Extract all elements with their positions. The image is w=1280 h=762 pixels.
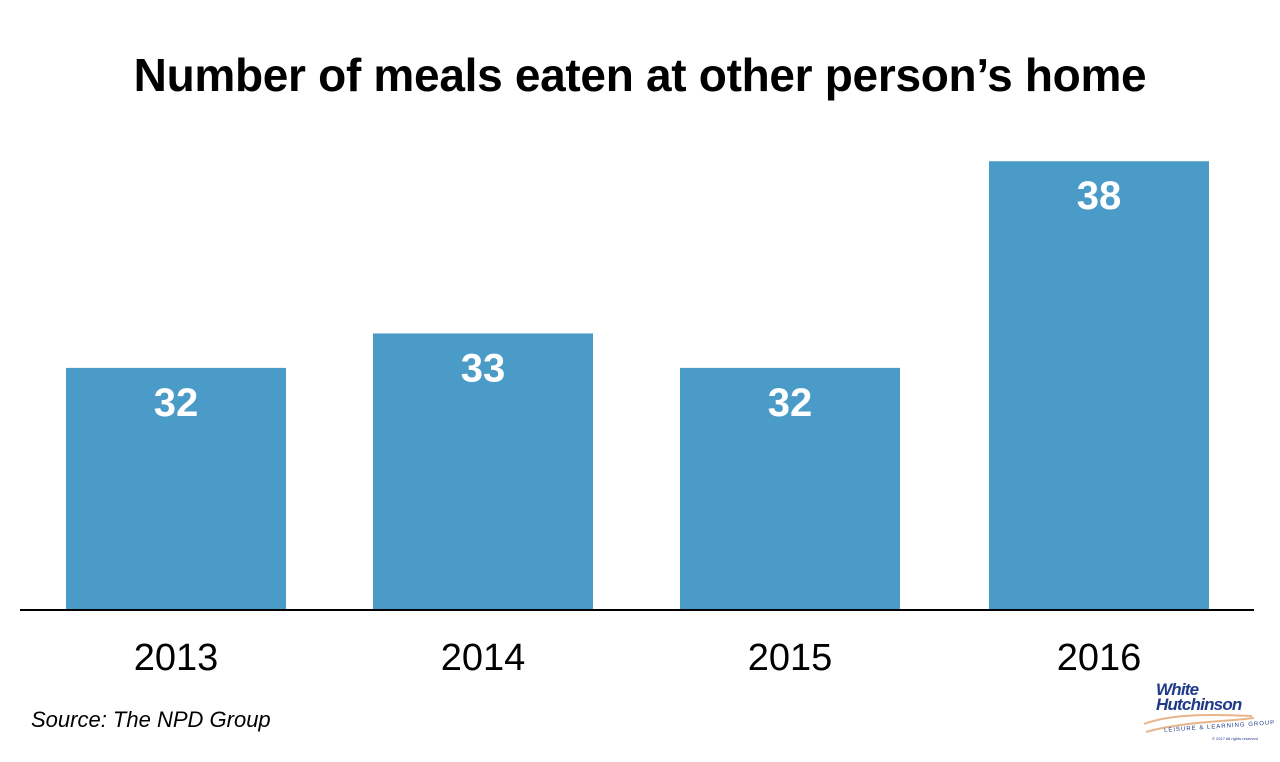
source-note: Source: The NPD Group [31, 707, 271, 732]
white-hutchinson-logo: White Hutchinson LEISURE & LEARNING GROU… [1140, 680, 1275, 741]
x-tick-label-2015: 2015 [748, 637, 833, 679]
data-labels-group: 32 33 32 38 [154, 174, 1122, 425]
x-tick-labels-group: 2013 2014 2015 2016 [134, 637, 1142, 679]
logo-line1: White [1156, 680, 1199, 699]
data-label-2016: 38 [1077, 174, 1122, 218]
logo-copyright: © 2017 All rights reserved [1212, 736, 1258, 741]
bars-group [66, 161, 1209, 609]
bar-chart: 32 33 32 38 2013 2014 2015 2016 [20, 161, 1254, 679]
bar-2015 [680, 367, 900, 609]
x-tick-label-2016: 2016 [1057, 637, 1142, 679]
bar-2016 [989, 161, 1209, 609]
bar-2013 [66, 367, 286, 609]
data-label-2015: 32 [768, 381, 813, 425]
x-tick-label-2014: 2014 [441, 637, 526, 679]
logo-line2: Hutchinson [1156, 695, 1242, 714]
data-label-2013: 32 [154, 381, 199, 425]
logo-swoosh-icon [1143, 713, 1255, 733]
data-label-2014: 33 [461, 346, 506, 390]
chart-title: Number of meals eaten at other person’s … [133, 49, 1147, 101]
bar-2014 [373, 333, 593, 609]
x-tick-label-2013: 2013 [134, 637, 219, 679]
